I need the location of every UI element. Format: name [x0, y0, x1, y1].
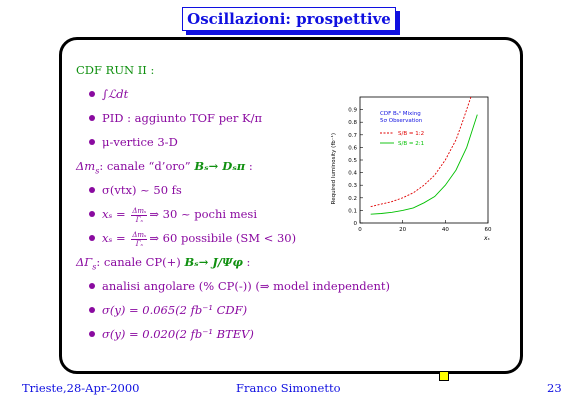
bullet-icon	[89, 307, 95, 313]
chart-ytick-label: 0.9	[348, 108, 357, 114]
chart-xtick-label: 60	[485, 227, 492, 233]
bullet-icon	[89, 331, 95, 337]
section1-bullet-1: ∫ℒdt	[76, 82, 390, 106]
section3-bullet-3: σ(y) = 0.020(2 fb⁻¹ BTEV)	[76, 322, 390, 346]
chart-xtick-label: 0	[358, 227, 362, 233]
chart-ytick-label: 0	[354, 221, 358, 227]
chart-ytick-label: 0.2	[348, 196, 357, 202]
chart-ytick-label: 0.4	[348, 171, 357, 177]
bullet-icon	[89, 115, 95, 121]
section1-bullet-2: PID : aggiunto TOF per K/π	[76, 106, 390, 130]
section2-heading: Δms: canale “d’oro” Bₛ→ Dₛπ :	[76, 159, 253, 176]
fraction: Δmₛ Γₛ	[131, 206, 148, 224]
bullet-icon	[89, 187, 95, 193]
chart-series-line-1	[370, 96, 472, 208]
section3-heading: ΔΓs: canale CP(+) Bₛ→ J/Ψφ :	[76, 255, 251, 272]
chart-ytick-label: 0.8	[348, 120, 357, 126]
bullet-icon	[89, 91, 95, 97]
section3-bullet-2: σ(y) = 0.065(2 fb⁻¹ CDF)	[76, 298, 390, 322]
section1-heading: CDF RUN II :	[76, 63, 155, 77]
nav-marker-icon[interactable]	[439, 371, 449, 381]
chart-ytick-label: 0.7	[348, 133, 357, 139]
bullet-icon	[89, 139, 95, 145]
chart-xtick-label: 40	[442, 227, 449, 233]
chart-legend-title-1: CDF Bₛ⁰ Mixing	[380, 110, 421, 117]
footer-page-number: 23	[547, 381, 562, 395]
slide-content: CDF RUN II : ∫ℒdt PID : aggiunto TOF per…	[76, 58, 390, 346]
footer-location-date: Trieste,28-Apr-2000	[22, 381, 140, 395]
bullet-icon	[89, 235, 95, 241]
fraction: Δmₛ Γₛ	[131, 230, 148, 248]
chart-xtick-label: 20	[399, 227, 406, 233]
luminosity-chart: Required luminosity (fb⁻¹) xₛ CDF Bₛ⁰ Mi…	[330, 96, 492, 242]
bullet-icon	[89, 283, 95, 289]
slide-title: Oscillazioni: prospettive	[187, 10, 391, 28]
chart-xlabel: xₛ	[483, 235, 490, 242]
chart-ylabel: Required luminosity (fb⁻¹)	[330, 133, 337, 204]
section2-bullet-2: xₛ = Δmₛ Γₛ ⇒ 30 ~ pochi mesi	[76, 202, 390, 226]
chart-legend-title-2: 5σ Observation	[380, 118, 423, 124]
slide-title-box: Oscillazioni: prospettive	[182, 7, 396, 31]
chart-ytick-label: 0.3	[348, 183, 357, 189]
chart-ytick-label: 0.1	[348, 208, 357, 214]
section1-bullet-3: μ-vertice 3-D	[76, 130, 390, 154]
section2-bullet-1: σ(vtx) ~ 50 fs	[76, 178, 390, 202]
chart-legend-label: S/B = 2:1	[398, 141, 424, 147]
chart-ytick-label: 0.5	[348, 158, 357, 164]
section2-bullet-3: xₛ = Δmₛ Γₛ ⇒ 60 possibile (SM < 30)	[76, 226, 390, 250]
bullet-icon	[89, 211, 95, 217]
chart-legend-label: S/B = 1:2	[398, 131, 424, 137]
footer-author: Franco Simonetto	[236, 381, 341, 395]
chart-series-line-2	[370, 114, 478, 215]
chart-ytick-label: 0.6	[348, 145, 357, 151]
content-frame	[59, 37, 523, 374]
section3-bullet-1: analisi angolare (% CP(-)) (⇒ model inde…	[76, 274, 390, 298]
